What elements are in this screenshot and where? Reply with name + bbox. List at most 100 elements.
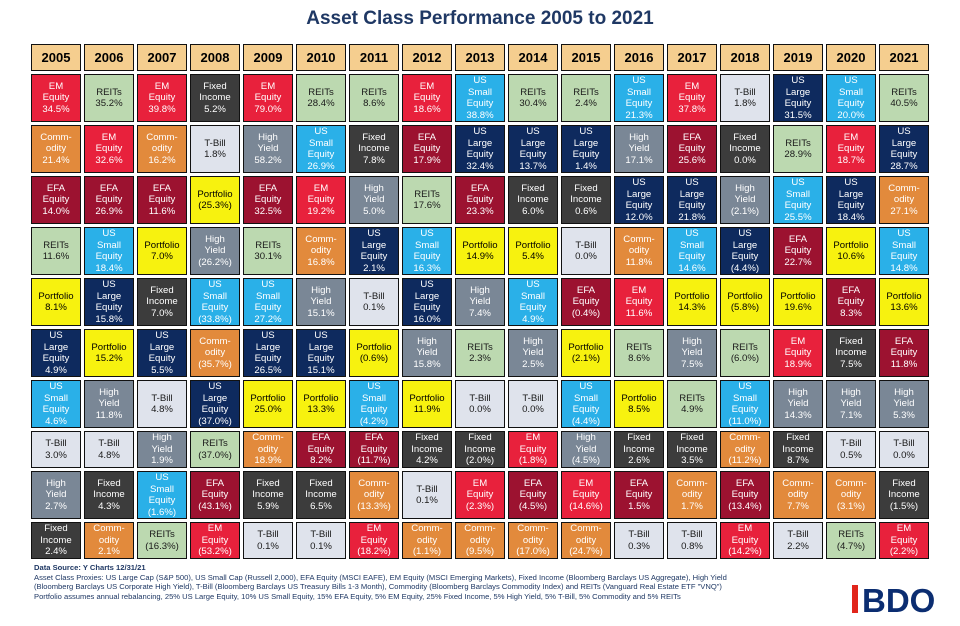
- cell-2013-rank-7: T-Bill 0.0%: [455, 380, 505, 428]
- cell-label-line: T-Bill: [257, 529, 279, 540]
- cell-label-line: REITs: [43, 239, 69, 251]
- cell-label-line: Equity: [413, 251, 441, 262]
- cell-label-line: Equity: [731, 404, 759, 415]
- cell-label-line: Fixed: [44, 523, 68, 535]
- cell-label-line: Small: [44, 392, 68, 404]
- cell-label-line: Large: [573, 137, 599, 149]
- cell-label-line: Comm-: [517, 523, 549, 535]
- cell-label-line: Large: [520, 137, 546, 149]
- cell-value: 2.4%: [45, 546, 67, 558]
- cell-label-line: Equity: [201, 534, 229, 546]
- cell-value: (4.5%): [518, 500, 548, 512]
- cell-2010-rank-9: Fixed Income 6.5%: [296, 471, 346, 519]
- cell-label-line: REITs: [255, 239, 281, 251]
- cell-2020-rank-9: Comm-odity (3.1%): [826, 471, 876, 519]
- cell-label-line: T-Bill: [310, 529, 332, 540]
- cell-label-line: EFA: [205, 477, 225, 489]
- cell-value: 0.6%: [575, 205, 597, 217]
- bdo-logo: BDO: [852, 583, 935, 615]
- cell-value: 23.3%: [466, 205, 494, 217]
- cell-value: (2.1%): [730, 205, 760, 217]
- cell-label-line: Yield: [204, 245, 226, 257]
- cell-label-line: REITs: [626, 341, 652, 353]
- cell-label-line: EM: [419, 80, 435, 92]
- cell-2009-rank-1: EM Equity 79.0%: [243, 74, 293, 122]
- cell-label-line: T-Bill: [204, 137, 226, 149]
- cell-value: 0.0%: [893, 449, 915, 461]
- cell-label-line: US: [526, 126, 540, 137]
- cell-2014-rank-3: Fixed Income 6.0%: [508, 176, 558, 224]
- cell-2006-rank-9: Fixed Income 4.3%: [84, 471, 134, 519]
- cell-label-line: Large: [202, 392, 228, 404]
- cell-label-line: Equity: [201, 302, 229, 313]
- cell-label-line: T-Bill: [893, 438, 915, 449]
- cell-value: (35.7%): [198, 358, 232, 370]
- cell-2016-rank-2: High Yield 17.1%: [614, 125, 664, 173]
- cell-2006-rank-5: US Large Equity 15.8%: [84, 278, 134, 326]
- cell-label-line: REITs: [361, 86, 387, 98]
- cell-label-line: Equity: [360, 443, 388, 455]
- cell-value: 28.7%: [890, 160, 918, 172]
- cell-2020-rank-2: EM Equity 18.7%: [826, 125, 876, 173]
- cell-label-line: Fixed: [256, 477, 280, 489]
- cell-label-line: Equity: [625, 296, 653, 308]
- cell-label-line: Fixed: [415, 432, 439, 444]
- cell-value: (14.2%): [728, 546, 762, 558]
- cell-2008-rank-5: US Small Equity (33.8%): [190, 278, 240, 326]
- cell-2015-rank-1: REITs 2.4%: [561, 74, 611, 122]
- cell-label-line: Equity: [784, 347, 812, 359]
- cell-label-line: odity: [734, 443, 756, 455]
- cell-value: (14.6%): [569, 500, 603, 512]
- cell-2017-rank-9: Comm-odity 1.7%: [667, 471, 717, 519]
- cell-label-line: odity: [310, 245, 332, 257]
- cell-label-line: Large: [414, 290, 440, 302]
- cell-label-line: Comm-: [252, 432, 284, 444]
- cell-label-line: T-Bill: [575, 239, 597, 251]
- cell-label-line: Portfolio: [91, 341, 127, 353]
- cell-label-line: EM: [578, 477, 594, 489]
- cell-label-line: Small: [256, 290, 280, 302]
- cell-value: 17.1%: [625, 154, 653, 166]
- cell-label-line: Small: [150, 483, 174, 495]
- cell-value: 32.6%: [95, 154, 123, 166]
- performance-grid: 2005 2006 2007 2008 2009 2010 2011 2012 2013 2014…: [31, 44, 929, 559]
- cell-2009-rank-10: T-Bill 0.1%: [243, 522, 293, 559]
- cell-2009-rank-2: High Yield 58.2%: [243, 125, 293, 173]
- cell-value: 1.7%: [681, 500, 703, 512]
- cell-2014-rank-5: US Small Equity 4.9%: [508, 278, 558, 326]
- cell-value: 4.3%: [98, 500, 120, 512]
- cell-label-line: EFA: [417, 131, 437, 143]
- cell-value: 16.0%: [413, 313, 441, 325]
- logo-bar: [852, 585, 858, 613]
- cell-2005-rank-3: EFA Equity 14.0%: [31, 176, 81, 224]
- cell-label-line: US: [844, 75, 858, 86]
- cell-2021-rank-6: EFA Equity 11.8%: [879, 329, 929, 377]
- cell-label-line: Income: [570, 194, 602, 206]
- cell-2010-rank-5: High Yield 15.1%: [296, 278, 346, 326]
- cell-2021-rank-10: EM Equity (2.2%): [879, 522, 929, 559]
- cell-label-line: odity: [363, 489, 385, 501]
- cell-value: 0.1%: [310, 540, 332, 552]
- cell-label-line: US: [738, 381, 752, 392]
- cell-2007-rank-1: EM Equity 39.8%: [137, 74, 187, 122]
- cell-2010-rank-3: EM Equity 19.2%: [296, 176, 346, 224]
- cell-label-line: Comm-: [623, 233, 655, 245]
- cell-value: 38.8%: [466, 109, 494, 121]
- cell-value: 0.8%: [681, 540, 703, 552]
- cell-value: 7.1%: [840, 409, 862, 421]
- cell-label-line: Equity: [413, 143, 441, 155]
- cell-label-line: EM: [790, 335, 806, 347]
- cell-label-line: REITs: [467, 341, 493, 353]
- cell-value: 7.5%: [840, 358, 862, 370]
- cell-label-line: Income: [623, 443, 655, 455]
- cell-value: 28.4%: [307, 98, 335, 109]
- cell-label-line: US: [261, 330, 275, 341]
- cell-2015-rank-4: T-Bill 0.0%: [561, 227, 611, 275]
- cell-label-line: Equity: [95, 302, 123, 313]
- cell-2011-rank-6: Portfolio (0.6%): [349, 329, 399, 377]
- cell-label-line: Equity: [625, 489, 653, 501]
- cell-2020-rank-7: High Yield 7.1%: [826, 380, 876, 428]
- cell-label-line: EM: [48, 80, 64, 92]
- cell-2016-rank-8: Fixed Income 2.6%: [614, 431, 664, 468]
- cell-label-line: odity: [45, 143, 67, 155]
